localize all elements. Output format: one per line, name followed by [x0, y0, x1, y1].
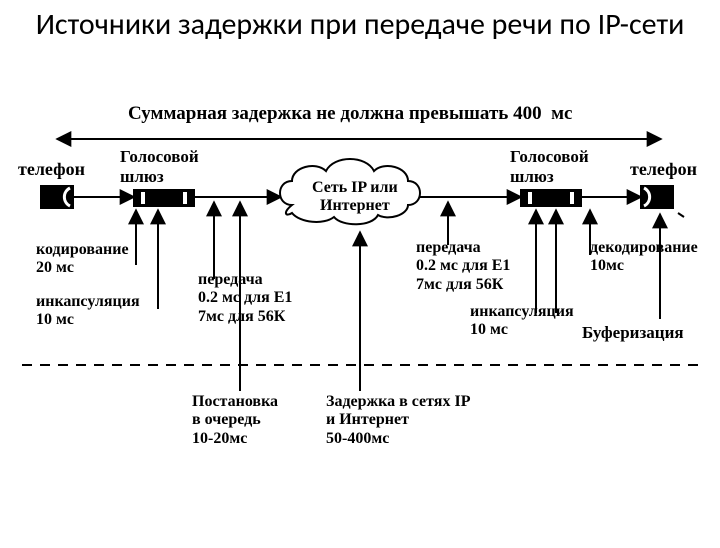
cloud-label: Сеть IP или Интернет: [312, 179, 398, 216]
netdelay-label: Задержка в сетях IP и Интернет 50-400мс: [326, 393, 470, 448]
phone-right-label: телефон: [630, 159, 697, 180]
encap-left-label: инкапсуляция 10 мс: [36, 293, 140, 330]
coding-label: кодирование 20 мс: [36, 241, 129, 278]
tx-right-label: передача 0.2 мс для Е1 7мс для 56К: [416, 239, 510, 294]
queue-label: Постановка в очередь 10-20мс: [192, 393, 278, 448]
decode-label: декодирование 10мс: [590, 239, 698, 276]
tx-left-label: передача 0.2 мс для Е1 7мс для 56К: [198, 271, 292, 326]
buffer-label: Буферизация: [582, 323, 684, 343]
phone-left-label: телефон: [18, 159, 85, 180]
subtitle: Суммарная задержка не должна превышать 4…: [128, 103, 572, 125]
encap-right-label: инкапсуляция 10 мс: [470, 303, 574, 340]
gateway-left-label: Голосовой шлюз: [120, 147, 199, 186]
gateway-right-label: Голосовой шлюз: [510, 147, 589, 186]
diagram-stage: Суммарная задержка не должна превышать 4…: [0, 103, 720, 548]
page-title: Источники задержки при передаче речи по …: [20, 8, 700, 43]
